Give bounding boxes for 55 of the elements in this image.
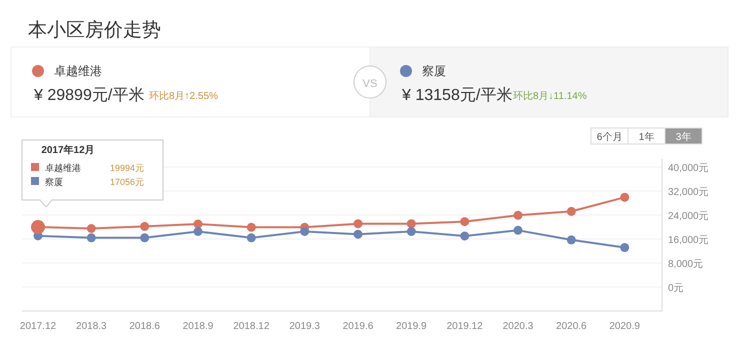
text: ¥ 13158元/平米: [401, 86, 512, 104]
y-tick-label: 8,000元: [668, 259, 704, 270]
chart-title: 本小区房价走势: [28, 19, 161, 41]
point: [300, 227, 310, 236]
text: ¥ 29899元/平米: [33, 86, 144, 104]
y-tick-label: 0元: [668, 283, 684, 294]
point: [246, 222, 256, 232]
legend-label: 卓越维港: [45, 163, 81, 173]
point: [140, 233, 150, 242]
x-tick-label: 2019.12: [446, 321, 484, 332]
text: 2017年12月: [41, 144, 95, 156]
y-tick-label: 24,000元: [668, 211, 709, 222]
text: 6个月: [596, 131, 622, 143]
text: 卓越维港: [54, 64, 102, 78]
point: [86, 233, 96, 242]
x-tick-label: 2018.12: [233, 321, 270, 332]
point: [566, 206, 576, 216]
annotation: 19994元: [110, 163, 144, 173]
annotation: 17056元: [110, 177, 144, 187]
point: [566, 235, 576, 244]
x-tick-label: 2018.3: [76, 321, 108, 332]
point: [194, 220, 202, 228]
point: [406, 227, 416, 236]
point: [246, 233, 256, 242]
point: [620, 192, 630, 202]
point: [406, 219, 416, 228]
point: [460, 232, 470, 240]
legend-label: 察厦: [45, 177, 63, 187]
point: [194, 227, 202, 236]
point: [460, 217, 470, 226]
point: [620, 243, 630, 252]
x-tick-label: 2019.9: [396, 321, 428, 332]
point: [354, 230, 362, 239]
x-tick-label: 2017.12: [20, 321, 57, 332]
point: [514, 210, 522, 220]
point: [140, 222, 150, 231]
x-tick-label: 2018.6: [129, 321, 160, 332]
text: 1年: [638, 131, 654, 143]
x-tick-label: 2019.6: [342, 321, 374, 332]
x-tick-label: 2020.3: [502, 321, 534, 332]
text: 察厦: [422, 64, 446, 78]
x-tick-label: 2018.9: [182, 321, 214, 332]
y-tick-label: 16,000元: [668, 235, 709, 246]
y-tick-label: 40,000元: [668, 163, 709, 174]
x-tick-label: 2020.6: [556, 321, 588, 332]
text: 3年: [676, 131, 692, 143]
point: [514, 226, 522, 235]
text: VS: [362, 78, 378, 90]
point: [354, 219, 362, 228]
x-tick-label: 2019.3: [289, 321, 320, 332]
point: [86, 224, 96, 233]
x-tick-label: 2020.9: [609, 321, 640, 332]
y-tick-label: 32,000元: [668, 187, 709, 198]
text: 环比8月↑2.55%: [149, 90, 218, 102]
text: 环比8月↓11.14%: [513, 90, 587, 102]
